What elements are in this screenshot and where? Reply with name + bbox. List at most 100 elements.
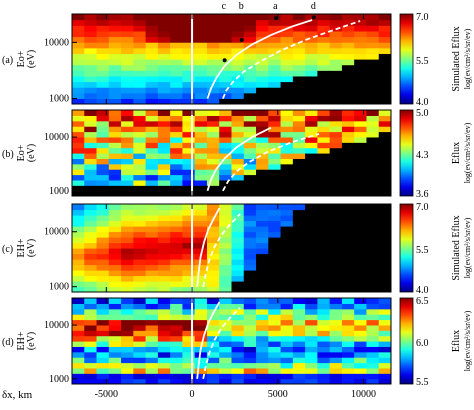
heatmap-cell — [133, 378, 147, 384]
heatmap-cell — [378, 378, 391, 384]
heatmap-cell — [84, 174, 98, 181]
heatmap-cell — [378, 270, 391, 277]
heatmap-cell — [256, 19, 269, 26]
heatmap-cell — [329, 346, 343, 353]
heatmap-cell — [145, 147, 159, 154]
heatmap-cell — [268, 59, 282, 66]
heatmap-cell — [170, 270, 184, 277]
heatmap-cell — [108, 204, 122, 211]
heatmap-cell — [206, 174, 220, 181]
heatmap-cell — [108, 153, 122, 159]
heatmap-cell — [108, 163, 122, 170]
heatmap-cell — [194, 314, 208, 321]
heatmap-cell — [329, 81, 343, 88]
heatmap-cell — [182, 42, 196, 49]
heatmap-cell — [317, 298, 331, 304]
heatmap-cell — [305, 378, 318, 384]
heatmap-cell — [354, 373, 368, 380]
heatmap-cell — [157, 92, 171, 99]
heatmap-cell — [145, 298, 159, 304]
heatmap-cell — [96, 204, 110, 211]
heatmap-cell — [243, 378, 257, 384]
heatmap-cell — [121, 47, 134, 54]
heatmap-cell — [133, 115, 147, 122]
heatmap-cell — [121, 131, 134, 138]
heatmap-cell — [329, 163, 343, 170]
heatmap-cell — [243, 131, 257, 138]
heatmap-cell — [157, 36, 171, 43]
heatmap-cell — [194, 115, 208, 122]
heatmap-cell — [219, 136, 233, 143]
heatmap-cell — [305, 298, 318, 304]
heatmap-cell — [231, 231, 245, 238]
heatmap-cell — [378, 174, 391, 181]
heatmap-cell — [133, 64, 147, 71]
heatmap-cell — [206, 142, 220, 149]
heatmap-cell — [72, 264, 85, 271]
heatmap-cell — [268, 259, 282, 266]
heatmap-cell — [366, 53, 380, 60]
heatmap-cells — [72, 14, 391, 104]
heatmap-cell — [121, 174, 134, 181]
heatmap-cell — [317, 81, 331, 88]
heatmap-cell — [84, 351, 98, 358]
heatmap-cell — [206, 169, 220, 176]
heatmap-cell — [256, 314, 269, 321]
heatmap-cell — [157, 136, 171, 143]
heatmap-cell — [219, 153, 233, 159]
heatmap-cell — [121, 19, 134, 26]
heatmap-cell — [243, 59, 257, 66]
heatmap-cell — [305, 330, 318, 337]
heatmap-cell — [157, 357, 171, 364]
heatmap-cell — [157, 231, 171, 238]
heatmap-cell — [366, 264, 380, 271]
heatmap-cell — [206, 59, 220, 66]
heatmap-cell — [329, 242, 343, 249]
heatmap-cell — [231, 362, 245, 369]
heatmap-cell — [219, 298, 233, 304]
solid-curve — [206, 19, 313, 99]
heatmap-cell — [194, 75, 208, 83]
heatmap-cell — [317, 215, 331, 222]
heatmap-cell — [366, 248, 380, 255]
heatmap-cell — [170, 59, 184, 66]
heatmap-cell — [256, 226, 269, 233]
heatmap-cell — [231, 174, 245, 181]
heatmap-cell — [157, 53, 171, 60]
heatmap-cell — [231, 373, 245, 380]
heatmap-cell — [145, 286, 159, 292]
heatmap-cell — [121, 314, 134, 321]
heatmap-cell — [84, 226, 98, 233]
heatmap-cell — [170, 25, 184, 32]
heatmap-cell — [329, 335, 343, 342]
heatmap-cell — [378, 237, 391, 244]
heatmap-cell — [206, 64, 220, 71]
heatmap-cell — [366, 64, 380, 71]
heatmap-cell — [133, 209, 147, 216]
heatmap-cell — [121, 75, 134, 83]
heatmap-cell — [268, 115, 282, 122]
heatmap-cell — [133, 30, 147, 38]
heatmap-cell — [354, 314, 368, 321]
heatmap-cell — [194, 36, 208, 43]
heatmap-cell — [145, 120, 159, 127]
heatmap-cell — [268, 169, 282, 176]
heatmap-cell — [84, 14, 98, 21]
heatmap-cell — [292, 346, 306, 353]
heatmap-cell — [317, 126, 331, 133]
heatmap-cell — [329, 204, 343, 211]
heatmap-cell — [268, 275, 282, 282]
panel-label: (d) — [2, 337, 14, 348]
heatmap-cell — [280, 270, 294, 277]
marker-label-d: d — [311, 1, 316, 12]
heatmap-cell — [121, 142, 134, 149]
heatmap-cell — [329, 319, 343, 326]
heatmap-cell — [317, 357, 331, 364]
heatmap-cell — [317, 204, 331, 211]
heatmap-cell — [194, 163, 208, 170]
heatmap-cell — [108, 335, 122, 342]
heatmap-cell — [121, 373, 134, 380]
heatmap-cell — [268, 158, 282, 165]
heatmap-cell — [341, 215, 355, 222]
